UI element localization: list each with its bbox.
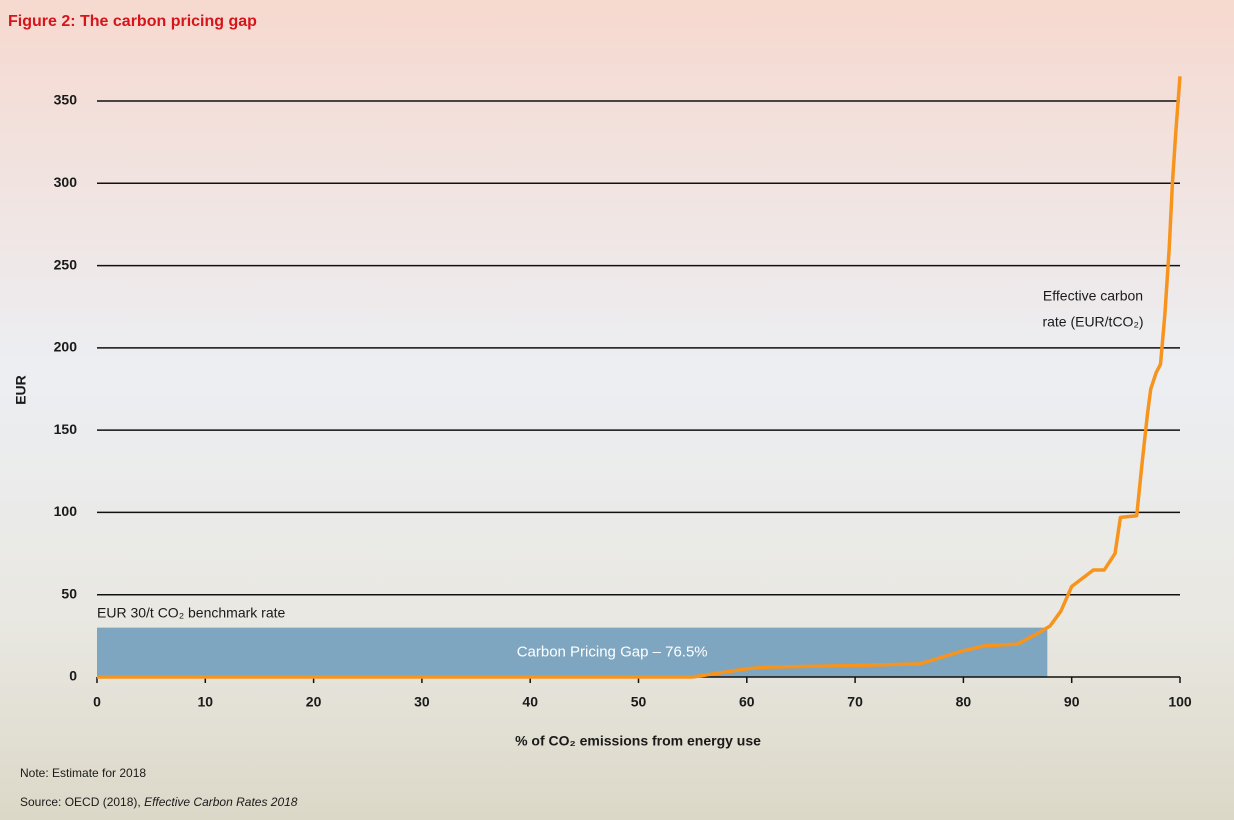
x-tick-label: 60: [739, 694, 755, 710]
x-tick-label: 50: [631, 694, 647, 710]
line-annotation: Effective carbon: [1043, 288, 1143, 304]
y-axis-label: EUR: [13, 375, 29, 405]
y-tick-label: 100: [54, 503, 78, 519]
note: Note: Estimate for 2018: [20, 766, 146, 780]
line-annotation: rate (EUR/tCO₂): [1042, 314, 1143, 330]
y-tick-label: 50: [61, 585, 77, 601]
x-tick-label: 90: [1064, 694, 1080, 710]
x-tick-label: 70: [847, 694, 863, 710]
y-tick-label: 0: [69, 668, 77, 684]
benchmark-label: EUR 30/t CO₂ benchmark rate: [97, 605, 285, 621]
chart-title: Figure 2: The carbon pricing gap: [8, 13, 257, 30]
x-tick-label: 100: [1168, 694, 1192, 710]
source-title: Effective Carbon Rates 2018: [144, 795, 298, 809]
source: Source: OECD (2018), Effective Carbon Ra…: [20, 795, 298, 809]
y-tick-label: 200: [54, 339, 78, 355]
y-tick-label: 350: [54, 92, 78, 108]
x-tick-label: 30: [414, 694, 430, 710]
x-axis-label: % of CO₂ emissions from energy use: [515, 733, 761, 749]
x-tick-label: 80: [956, 694, 972, 710]
source-text: Source: OECD (2018),: [20, 795, 144, 809]
data-line: [97, 76, 1182, 679]
y-tick-label: 250: [54, 256, 78, 272]
gap-band: [97, 627, 1048, 677]
x-tick-label: 20: [306, 694, 322, 710]
gap-label: Carbon Pricing Gap – 76.5%: [517, 643, 708, 660]
x-tick-label: 40: [522, 694, 538, 710]
x-tick-label: 10: [198, 694, 214, 710]
x-tick-label: 0: [93, 694, 101, 710]
y-tick-label: 150: [54, 421, 78, 437]
y-tick-label: 300: [54, 174, 78, 190]
